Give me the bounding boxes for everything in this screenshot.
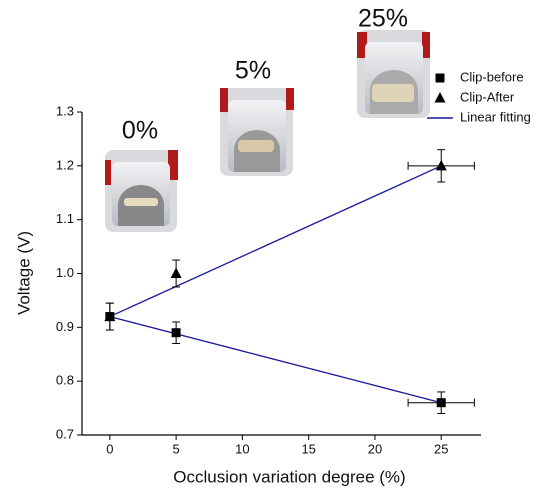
x-tick-label: 5 bbox=[172, 441, 179, 456]
y-tick-label: 1.0 bbox=[56, 265, 74, 280]
point bbox=[436, 398, 446, 408]
point bbox=[170, 267, 182, 278]
photo bbox=[105, 150, 178, 232]
y-tick-label: 1.3 bbox=[56, 103, 74, 118]
fit-line bbox=[109, 165, 442, 318]
annotation: 25% bbox=[358, 5, 408, 33]
y-axis-label: Voltage (V) bbox=[14, 231, 33, 315]
annotation: 0% bbox=[122, 117, 158, 145]
y-tick-label: 1.2 bbox=[56, 157, 74, 172]
y-tick-label: 0.8 bbox=[56, 373, 74, 388]
legend-label: Clip-After bbox=[460, 89, 515, 104]
x-tick-label: 0 bbox=[106, 441, 113, 456]
legend-label: Clip-before bbox=[460, 69, 524, 84]
photo bbox=[357, 30, 430, 118]
x-tick-label: 25 bbox=[434, 441, 448, 456]
y-tick-label: 0.7 bbox=[56, 426, 74, 441]
legend-label: Linear fitting bbox=[460, 109, 531, 124]
point bbox=[435, 159, 447, 171]
x-tick-label: 15 bbox=[301, 441, 315, 456]
legend-marker bbox=[435, 73, 445, 83]
fit-line bbox=[109, 315, 442, 404]
y-tick-label: 0.9 bbox=[56, 319, 74, 334]
point bbox=[171, 328, 181, 338]
x-tick-label: 10 bbox=[235, 441, 249, 456]
annotation: 5% bbox=[235, 57, 271, 85]
x-axis-label: Occlusion variation degree (%) bbox=[173, 467, 405, 486]
photo bbox=[220, 88, 294, 176]
legend-marker bbox=[434, 92, 446, 103]
y-tick-label: 1.1 bbox=[56, 211, 74, 226]
point bbox=[104, 310, 116, 322]
x-tick-label: 20 bbox=[368, 441, 382, 456]
